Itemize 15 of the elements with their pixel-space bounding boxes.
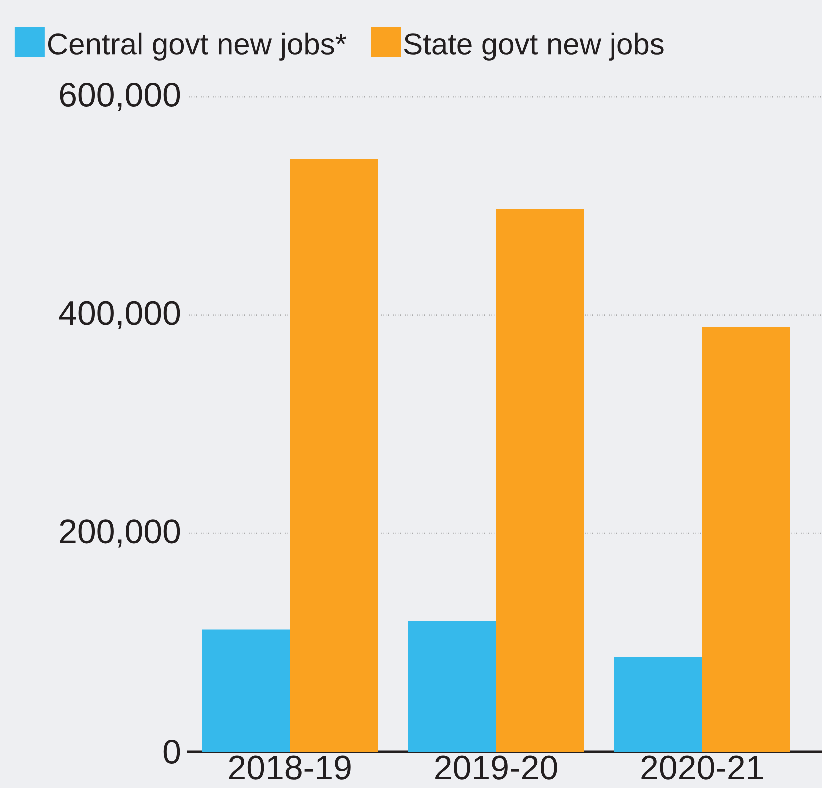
y-tick-label: 200,000: [60, 520, 180, 548]
x-tick-label: 2020-21: [642, 756, 764, 780]
bar: [290, 159, 378, 752]
x-tick-label: 2019-20: [436, 756, 558, 780]
bar: [614, 657, 702, 752]
y-tick-label: 0: [164, 740, 180, 764]
bar: [202, 630, 290, 752]
legend-label: Central govt new jobs*: [48, 32, 347, 61]
y-tick-label: 400,000: [59, 301, 180, 330]
bar: [702, 327, 790, 752]
bar: [496, 209, 584, 752]
bar: [408, 621, 496, 752]
x-tick-label: 2018-19: [229, 756, 351, 780]
y-tick-label: 600,000: [60, 82, 180, 112]
legend-label: State govt new jobs: [404, 32, 664, 61]
